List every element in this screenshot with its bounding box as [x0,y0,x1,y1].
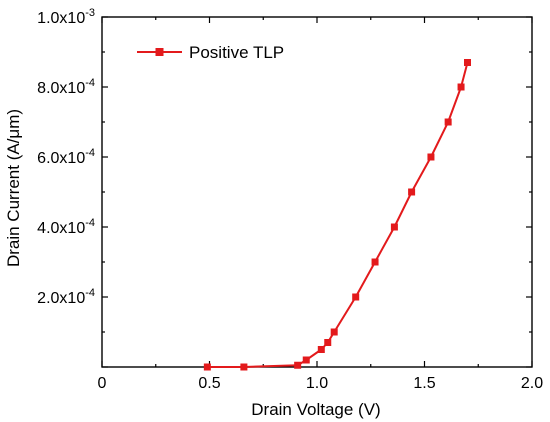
data-point-marker [324,339,332,346]
x-axis: 0 0.5 1.0 1.5 2.0 [98,17,543,392]
x-tick-label: 0 [98,375,107,392]
x-tick-label: 1.5 [413,375,435,392]
data-point-marker [408,188,416,196]
data-point-marker [294,361,302,369]
series-line [207,62,469,368]
plot-border [101,16,533,368]
y-tick-label: 1.0x10-3 [37,7,95,27]
y-tick-label: 2.0x10-4 [37,287,95,307]
data-point-marker [444,118,452,126]
data-point-marker [464,59,471,66]
y-tick-label: 4.0x10-4 [37,217,95,237]
data-point-marker [352,293,360,301]
legend-marker-swatch [155,48,164,56]
data-point-marker [457,83,465,91]
data-point-marker [302,356,310,364]
y-tick-label: 6.0x10-4 [37,147,95,167]
data-point-marker [330,328,338,336]
y-tick-label: 8.0x10-4 [37,77,95,97]
x-axis-title: Drain Voltage (V) [251,400,380,419]
x-tick-label: 0.5 [198,375,220,392]
x-tick-label: 1.0 [306,375,328,392]
x-tick-label: 2.0 [521,375,543,392]
data-point-marker [371,258,379,266]
y-axis-title: Drain Current (A/μm) [4,109,23,267]
series-layer [203,59,471,371]
data-point-marker [240,363,248,371]
data-point-marker [317,346,325,353]
data-point-marker [203,363,211,371]
data-point-marker [390,223,398,231]
legend-label: Positive TLP [189,43,284,62]
data-point-marker [427,153,435,161]
y-axis: 2.0x10-4 4.0x10-4 6.0x10-4 8.0x10-4 1.0x10-3 [37,7,532,368]
legend: Positive TLP [137,43,284,62]
plot-frame [101,16,533,368]
